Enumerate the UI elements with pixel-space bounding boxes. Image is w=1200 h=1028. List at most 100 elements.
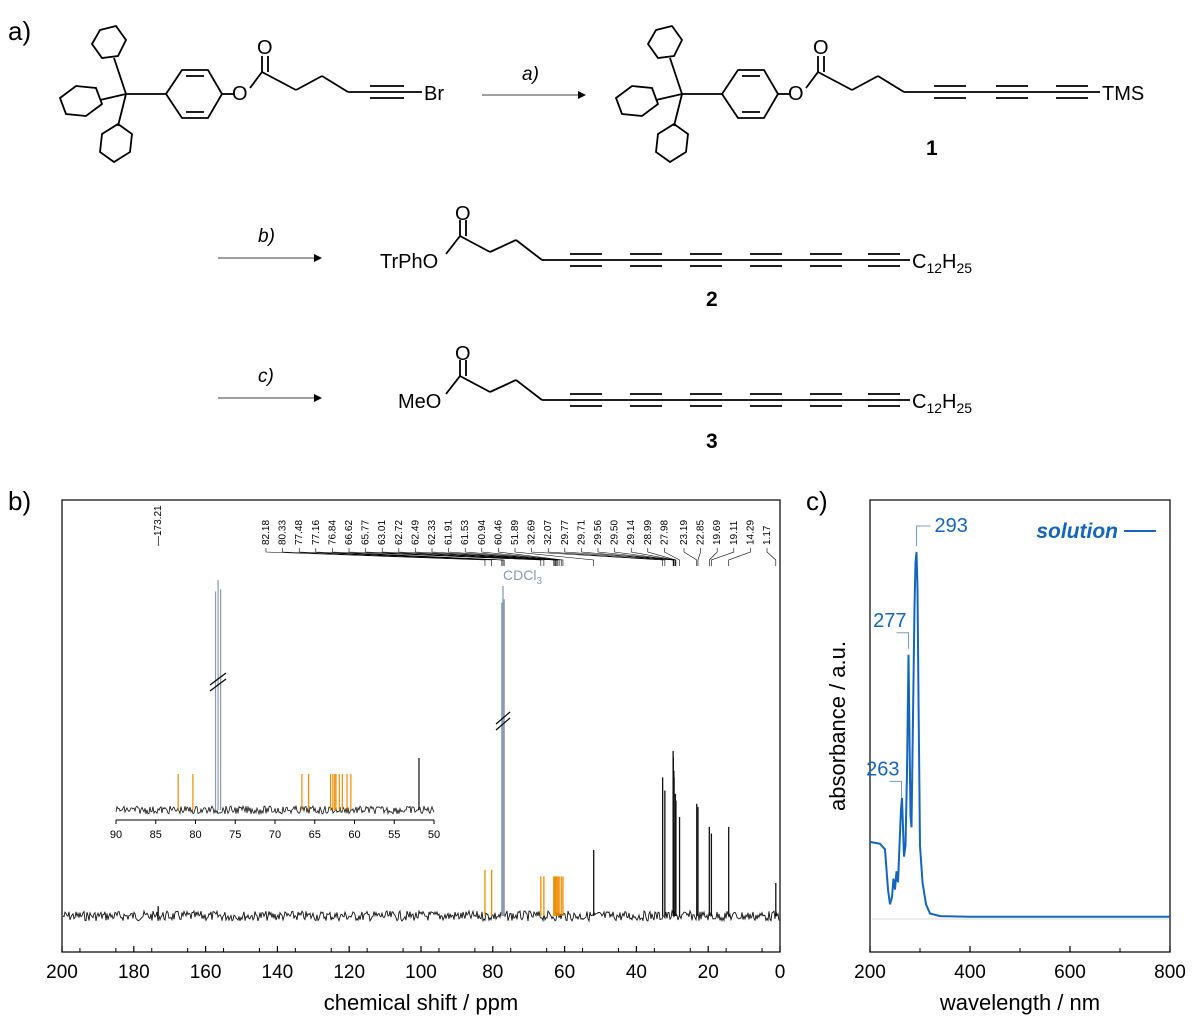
nmr-tick-label: 120: [333, 962, 365, 983]
nmr-peak-label: 29.14: [626, 520, 637, 545]
nmr-label-leader: [282, 548, 492, 566]
nmr-peak-label: 51.89: [510, 520, 521, 545]
nmr-tick-label: 80: [482, 962, 503, 983]
step-b-label: b): [258, 226, 275, 247]
nmr-label-leader: [614, 548, 675, 566]
nmr-label-leader: [464, 548, 560, 566]
compound-1-number: 1: [926, 137, 938, 160]
nmr-peak-label: 1.17: [762, 525, 773, 545]
nmr-label-leader: [265, 548, 486, 566]
nmr-peak-label: 62.33: [427, 520, 438, 545]
uv-tick-label: 600: [1054, 962, 1086, 983]
inset-noise-trace: [115, 804, 435, 816]
bromo-end-group: Br: [424, 83, 444, 105]
compound-2-structure: [445, 220, 910, 267]
nmr-peak-label: 62.49: [410, 520, 421, 545]
nmr-label-leader: [481, 548, 562, 566]
nmr-panel: b) 200 180 160 140 120 100 80 60 40 20 0 chemical …: [8, 486, 785, 1015]
nmr-label-leader: [683, 548, 698, 566]
nmr-peak-labels: —173.21 82.18 80.33 77.48 77.16 76.84 66.62 65.…: [153, 505, 777, 566]
nmr-label-leader: [728, 548, 751, 566]
inset-tick-label: 60: [348, 829, 360, 841]
nmr-peak-label: 28.99: [643, 520, 654, 545]
nmr-peak-label: 77.48: [294, 520, 305, 545]
nmr-label-leader: [398, 548, 556, 566]
c2-trphO-prefix: TrPhO: [380, 251, 438, 273]
nmr-peak-label: 60.94: [477, 520, 488, 545]
nmr-peak-label: 82.18: [261, 520, 272, 545]
nmr-tick-label: 160: [190, 962, 222, 983]
arrow-b-head: [314, 254, 322, 262]
nmr-label-leader: [448, 548, 559, 566]
nmr-x-axis-title: chemical shift / ppm: [324, 990, 518, 1015]
nmr-peak-label: 29.71: [576, 520, 587, 545]
nmr-peak-label: 65.77: [361, 520, 372, 545]
nmr-peak-label: 32.07: [543, 520, 554, 545]
inset-tick-label: 75: [229, 829, 241, 841]
panel-b-label: b): [8, 486, 31, 516]
nmr-label-leader: [581, 548, 674, 566]
compound-3-structure: [445, 360, 910, 407]
compound-3-number: 3: [706, 430, 718, 453]
panel-c-label: c): [806, 486, 828, 516]
nmr-peak-label: 62.72: [394, 520, 405, 545]
nmr-peak-label: 23.19: [679, 520, 690, 545]
uv-peak-label: 263: [866, 758, 899, 780]
nmr-label-leader: [709, 548, 718, 566]
nmr-peak-label: 61.91: [444, 520, 455, 545]
tms-end-group: TMS: [1102, 83, 1144, 105]
nmr-label-leader: [381, 548, 555, 566]
step-a-label: a): [522, 64, 539, 85]
c2-alkyl-tail: C12H25: [912, 251, 972, 276]
uv-tick-label: 800: [1154, 962, 1186, 983]
nmr-label-leader: [332, 548, 505, 566]
nmr-peak-label: 32.69: [527, 520, 538, 545]
phenyl-ring-left: [58, 85, 104, 117]
nmr-label-leader: [766, 548, 777, 566]
nmr-tick-label: 40: [626, 962, 647, 983]
nmr-label-leader: [711, 548, 735, 566]
arrow-a-head: [578, 91, 586, 99]
axis-break-main: [495, 711, 511, 731]
uv-panel: c) absorbance / a.u. wavelength / nm 200…: [806, 486, 1186, 1015]
nmr-label-leader: [630, 548, 676, 566]
uv-peak-leader: [916, 525, 931, 546]
uv-peak-leader: [889, 780, 902, 798]
c3-carbonyl-oxygen: O: [455, 343, 471, 365]
uv-x-axis: 200 400 600 800: [854, 946, 1186, 983]
uv-peak-label: 293: [935, 515, 968, 537]
nmr-baseline-noise: [62, 909, 780, 923]
nmr-peak-label: 61.53: [460, 520, 471, 545]
inset-tick-label: 55: [388, 829, 400, 841]
uv-peak-label: 277: [873, 610, 906, 632]
uv-x-axis-title: wavelength / nm: [939, 990, 1100, 1015]
panel-a-label: a): [8, 16, 31, 46]
uv-peak-annotations: 263 277 293: [866, 515, 968, 798]
c1-carbonyl-oxygen: O: [813, 37, 829, 59]
nmr-tick-label: 100: [405, 962, 437, 983]
uv-y-axis-title: absorbance / a.u.: [825, 641, 850, 811]
reaction-scheme: a) O O Br: [8, 16, 1144, 453]
nmr-peaks: [157, 586, 777, 916]
nmr-label-leader: [647, 548, 677, 566]
nmr-peak-label: 19.11: [729, 520, 740, 545]
nmr-label-leader: [531, 548, 663, 566]
solvent-label: CDCl3: [503, 567, 542, 587]
nmr-label-leader: [348, 548, 542, 566]
c2-carbonyl-oxygen: O: [455, 203, 471, 225]
nmr-tick-label: 200: [46, 962, 78, 983]
phenyl-ring-top: [90, 24, 128, 59]
start-material: [58, 24, 422, 164]
nmr-peak-label: 63.01: [377, 520, 388, 545]
uv-series-solution: [869, 551, 1170, 918]
axis-break-inset: [209, 672, 227, 692]
compound-1-structure: [614, 24, 1100, 164]
nmr-tick-label: 0: [775, 962, 786, 983]
nmr-label-leader: [415, 548, 556, 566]
nmr-inset: 90 85 80 75 70 65 60 55 50: [110, 580, 440, 841]
arrow-c-head: [314, 394, 322, 402]
nmr-label-leader: [431, 548, 557, 566]
uv-peak-leader: [896, 632, 909, 649]
nmr-label-leader: [697, 548, 701, 566]
start-ester-oxygen: O: [232, 83, 248, 105]
